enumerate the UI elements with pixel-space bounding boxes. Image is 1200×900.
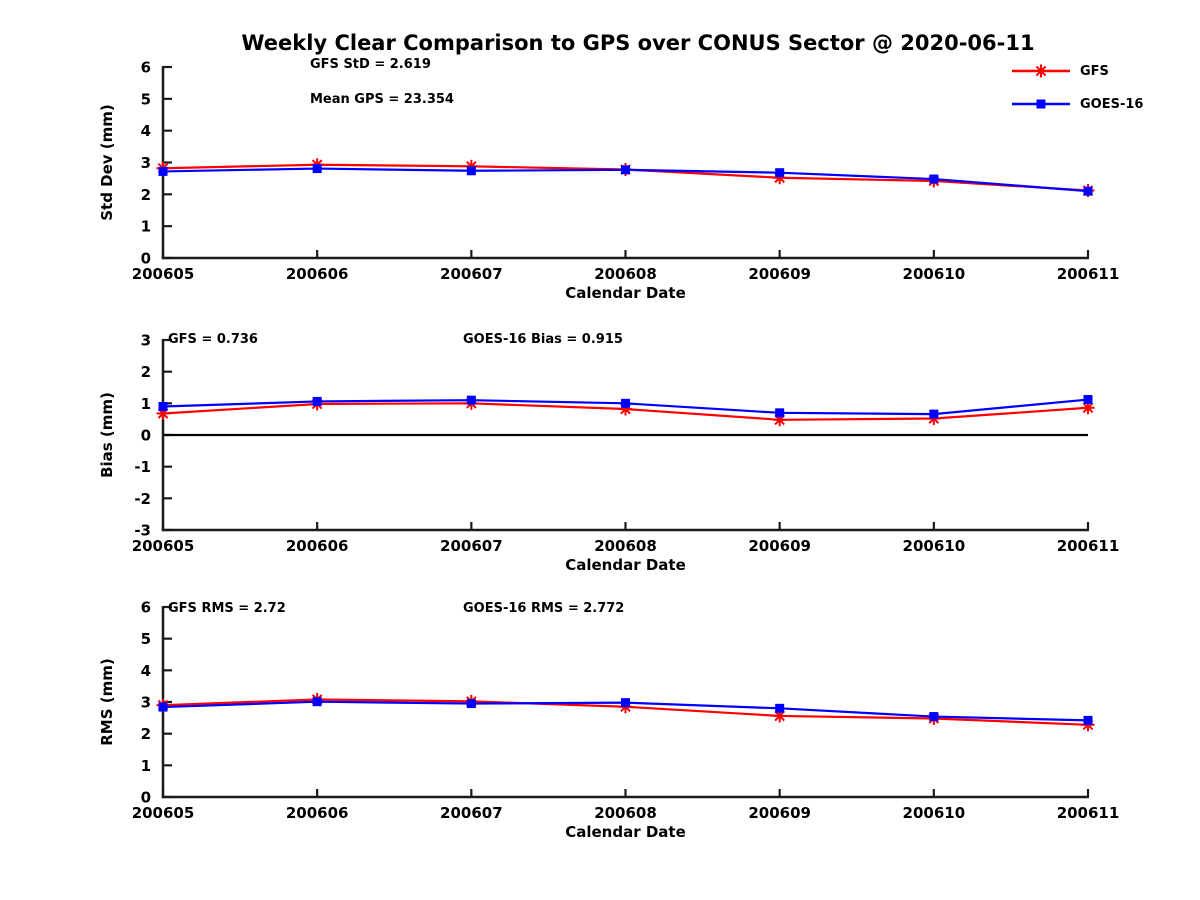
x-tick-label: 200608 xyxy=(594,804,657,822)
y-tick-label: 2 xyxy=(141,725,151,743)
gfs-line-marker-icon xyxy=(1012,64,1070,78)
y-tick-label: 4 xyxy=(141,662,151,680)
marker-square-goes16 xyxy=(621,165,630,175)
y-tick-label: 3 xyxy=(141,332,151,350)
subplot-bias: -3 -2 -1 0 1 2 3 200605 200606 200607 200608 200609… xyxy=(98,332,1119,575)
y-tick-label: 4 xyxy=(141,122,151,140)
y-tick-label: 3 xyxy=(141,154,151,172)
marker-square-goes16 xyxy=(1083,186,1093,196)
x-tick-label: 200611 xyxy=(1057,537,1120,555)
x-tick-label: 200606 xyxy=(286,265,349,283)
annotation: Mean GPS = 23.354 xyxy=(310,92,454,107)
y-axis-label: RMS (mm) xyxy=(98,658,116,745)
legend-item-gfs: GFS xyxy=(1010,63,1143,79)
subplot-rms: 0 1 2 3 4 5 6 200605 200606 200607 200608 200609 200… xyxy=(98,599,1119,842)
x-tick-label: 200610 xyxy=(903,804,966,822)
x-tick-label: 200609 xyxy=(748,537,811,555)
y-tick-label: 2 xyxy=(141,363,151,381)
marker-square-goes16 xyxy=(775,168,785,178)
legend-item-goes16: GOES-16 xyxy=(1010,96,1143,112)
x-tick-label: 200609 xyxy=(748,804,811,822)
legend: GFS GOES-16 xyxy=(1010,63,1143,129)
y-tick-label: 1 xyxy=(141,757,151,775)
x-tick-label: 200608 xyxy=(594,265,657,283)
marker-square-goes16 xyxy=(929,174,939,184)
y-tick-label: 3 xyxy=(141,694,151,712)
marker-square-goes16 xyxy=(312,164,322,174)
y-tick-label: 6 xyxy=(141,59,151,77)
annotation: GOES-16 Bias = 0.915 xyxy=(463,332,623,347)
marker-square-goes16 xyxy=(929,409,939,419)
y-tick-label: -3 xyxy=(134,522,151,540)
figure-title: Weekly Clear Comparison to GPS over CONU… xyxy=(241,31,1035,55)
annotation: GFS RMS = 2.72 xyxy=(168,601,286,616)
y-tick-label: 2 xyxy=(141,186,151,204)
y-tick-label: 0 xyxy=(141,427,151,445)
marker-square-goes16 xyxy=(466,699,476,709)
marker-square-goes16 xyxy=(466,166,476,176)
x-tick-label: 200611 xyxy=(1057,804,1120,822)
y-tick-label: 1 xyxy=(141,395,151,413)
x-tick-label: 200605 xyxy=(132,537,195,555)
marker-square-goes16 xyxy=(158,166,168,176)
y-tick-label: 1 xyxy=(141,218,151,236)
annotation: GOES-16 RMS = 2.772 xyxy=(463,601,624,616)
marker-square-goes16 xyxy=(775,408,785,418)
x-tick-label: 200611 xyxy=(1057,265,1120,283)
marker-square-goes16 xyxy=(466,395,476,405)
marker-square-goes16 xyxy=(158,702,168,712)
y-tick-label: -2 xyxy=(134,490,151,508)
x-tick-label: 200606 xyxy=(286,537,349,555)
legend-label-gfs: GFS xyxy=(1080,63,1109,79)
x-tick-label: 200609 xyxy=(748,265,811,283)
annotation: GFS = 0.736 xyxy=(168,332,258,347)
marker-square-goes16 xyxy=(1083,715,1093,725)
y-tick-label: -1 xyxy=(134,458,151,476)
annotation: GFS StD = 2.619 xyxy=(310,57,431,72)
x-tick-label: 200610 xyxy=(903,537,966,555)
x-tick-label: 200606 xyxy=(286,804,349,822)
x-tick-label: 200607 xyxy=(440,804,503,822)
goes16-line-marker-icon xyxy=(1012,99,1070,109)
x-axis-label: Calendar Date xyxy=(565,556,686,574)
y-tick-label: 5 xyxy=(141,90,151,108)
x-tick-label: 200608 xyxy=(594,537,657,555)
marker-square-goes16 xyxy=(158,402,168,411)
x-tick-label: 200605 xyxy=(132,265,195,283)
x-axis-label: Calendar Date xyxy=(565,284,686,302)
legend-label-goes16: GOES-16 xyxy=(1080,96,1144,112)
y-tick-label: 6 xyxy=(141,599,151,617)
x-tick-label: 200607 xyxy=(440,537,503,555)
x-tick-label: 200605 xyxy=(132,804,195,822)
marker-square-goes16 xyxy=(929,712,939,722)
y-tick-label: 5 xyxy=(141,630,151,648)
marker-square-goes16 xyxy=(1083,395,1093,405)
y-axis-label: Bias (mm) xyxy=(98,392,116,478)
x-tick-label: 200607 xyxy=(440,265,503,283)
subplot-std_dev: 0 1 2 3 4 5 6 200605 200606 200607 200608 200609 200… xyxy=(98,57,1119,302)
y-tick-label: 0 xyxy=(141,250,151,268)
marker-square-goes16 xyxy=(312,697,322,707)
marker-square-goes16 xyxy=(621,698,630,708)
x-tick-label: 200610 xyxy=(903,265,966,283)
y-tick-label: 0 xyxy=(141,789,151,807)
x-axis-label: Calendar Date xyxy=(565,823,686,841)
marker-square-goes16 xyxy=(775,703,785,713)
marker-asterisk-gfs xyxy=(773,709,787,723)
marker-square-goes16 xyxy=(621,398,630,408)
y-axis-label: Std Dev (mm) xyxy=(98,104,116,221)
marker-square-goes16 xyxy=(312,396,322,406)
